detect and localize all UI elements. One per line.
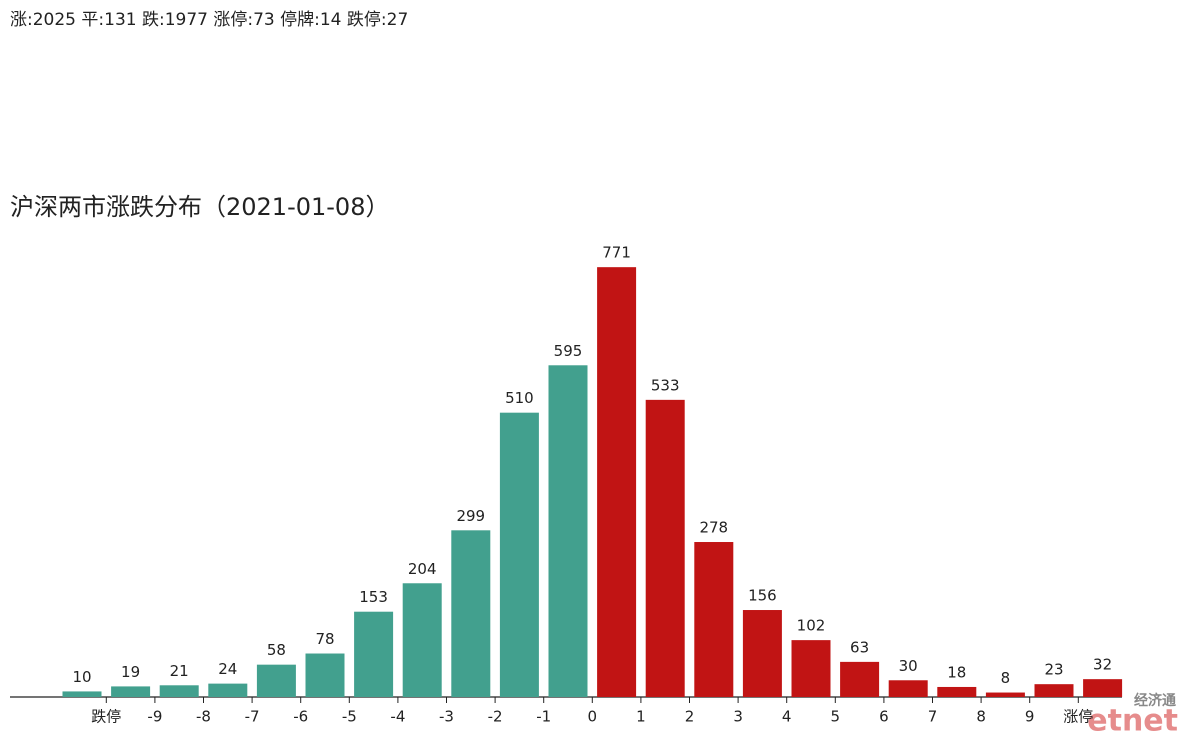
value-label: 156 (748, 587, 777, 605)
value-label: 10 (72, 668, 91, 686)
bar (645, 399, 685, 697)
bar (111, 686, 151, 697)
value-label: 204 (408, 560, 437, 578)
x-tick-label: 涨停 (1063, 708, 1093, 726)
value-label: 18 (947, 663, 966, 681)
value-label: 771 (602, 244, 631, 262)
value-label: 278 (699, 519, 728, 537)
x-tick-label: -6 (293, 708, 308, 726)
x-tick-label: -2 (488, 708, 503, 726)
watermark-top: 经济通 (1134, 692, 1176, 709)
x-tick-label: 0 (588, 708, 598, 726)
bar (305, 653, 345, 697)
x-tick-label: -3 (439, 708, 454, 726)
x-tick-label: -7 (245, 708, 260, 726)
x-tick-label: 跌停 (91, 708, 121, 726)
bar (451, 530, 491, 697)
value-label: 533 (651, 376, 680, 394)
value-label: 63 (850, 638, 869, 656)
x-tick-label: 8 (976, 708, 986, 726)
value-label: 595 (554, 342, 583, 360)
x-tick-label: -8 (196, 708, 211, 726)
x-tick-label: -9 (147, 708, 162, 726)
value-label: 510 (505, 389, 534, 407)
x-tick-label: 5 (831, 708, 841, 726)
value-label: 19 (121, 663, 140, 681)
value-label: 30 (899, 657, 918, 675)
bar (62, 691, 102, 697)
value-label: 78 (315, 630, 334, 648)
bar (499, 412, 539, 697)
bar (840, 661, 880, 697)
bar (548, 365, 588, 697)
bar (597, 267, 637, 697)
bar (1083, 679, 1123, 697)
x-tick-label: 9 (1025, 708, 1035, 726)
bar (937, 686, 977, 697)
value-label: 58 (267, 641, 286, 659)
bar (694, 542, 734, 697)
bar (985, 692, 1025, 697)
summary: 涨:2025 平:131 跌:1977 涨停:73 停牌:14 跌停:27 (10, 10, 408, 30)
bar (402, 583, 442, 697)
x-tick-label: 6 (879, 708, 889, 726)
x-tick-label: 7 (928, 708, 938, 726)
bar (159, 685, 199, 697)
bar (354, 611, 394, 697)
value-label: 23 (1044, 661, 1063, 679)
value-label: 21 (170, 662, 189, 680)
value-label: 299 (456, 507, 485, 525)
x-tick-label: -4 (390, 708, 405, 726)
value-label: 102 (797, 617, 826, 635)
x-tick-label: 4 (782, 708, 792, 726)
bar (742, 610, 782, 697)
x-tick-label: -5 (342, 708, 357, 726)
x-tick-label: 2 (685, 708, 695, 726)
bar (888, 680, 928, 697)
value-label: 24 (218, 660, 237, 678)
bar (256, 664, 296, 697)
value-label: 153 (359, 588, 388, 606)
bar (208, 683, 248, 697)
watermark-logo: etnet (1087, 704, 1178, 737)
bar (1034, 684, 1074, 697)
x-tick-label: 3 (733, 708, 743, 726)
value-label: 8 (1001, 669, 1011, 687)
chart-title: 沪深两市涨跌分布（2021-01-08） (10, 193, 389, 221)
x-tick-label: -1 (536, 708, 551, 726)
bar (791, 640, 831, 697)
value-label: 32 (1093, 656, 1112, 674)
x-tick-label: 1 (636, 708, 646, 726)
